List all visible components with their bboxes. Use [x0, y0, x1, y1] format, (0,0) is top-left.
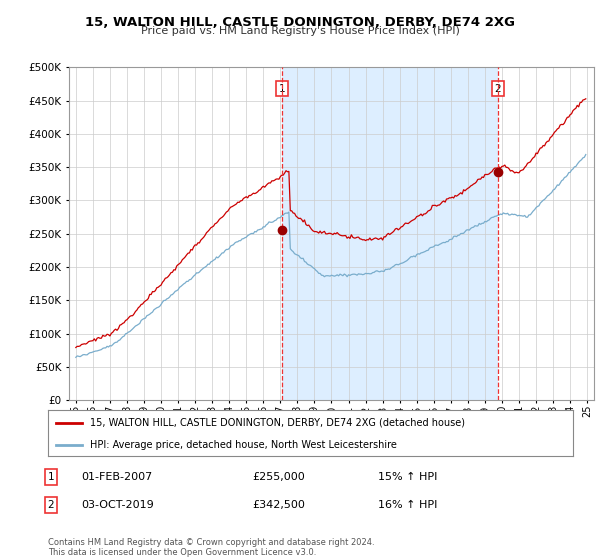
Text: 1: 1 — [278, 84, 285, 94]
Text: 2: 2 — [47, 500, 55, 510]
Text: 16% ↑ HPI: 16% ↑ HPI — [378, 500, 437, 510]
Text: 15% ↑ HPI: 15% ↑ HPI — [378, 472, 437, 482]
Text: 01-FEB-2007: 01-FEB-2007 — [81, 472, 152, 482]
Text: £255,000: £255,000 — [252, 472, 305, 482]
Text: HPI: Average price, detached house, North West Leicestershire: HPI: Average price, detached house, Nort… — [90, 440, 397, 450]
Text: 03-OCT-2019: 03-OCT-2019 — [81, 500, 154, 510]
Text: 2: 2 — [494, 84, 501, 94]
Text: Contains HM Land Registry data © Crown copyright and database right 2024.
This d: Contains HM Land Registry data © Crown c… — [48, 538, 374, 557]
Text: £342,500: £342,500 — [252, 500, 305, 510]
Text: Price paid vs. HM Land Registry's House Price Index (HPI): Price paid vs. HM Land Registry's House … — [140, 26, 460, 36]
Bar — [282, 67, 497, 400]
Text: 15, WALTON HILL, CASTLE DONINGTON, DERBY, DE74 2XG (detached house): 15, WALTON HILL, CASTLE DONINGTON, DERBY… — [90, 418, 465, 428]
Text: 15, WALTON HILL, CASTLE DONINGTON, DERBY, DE74 2XG: 15, WALTON HILL, CASTLE DONINGTON, DERBY… — [85, 16, 515, 29]
Text: 1: 1 — [47, 472, 55, 482]
